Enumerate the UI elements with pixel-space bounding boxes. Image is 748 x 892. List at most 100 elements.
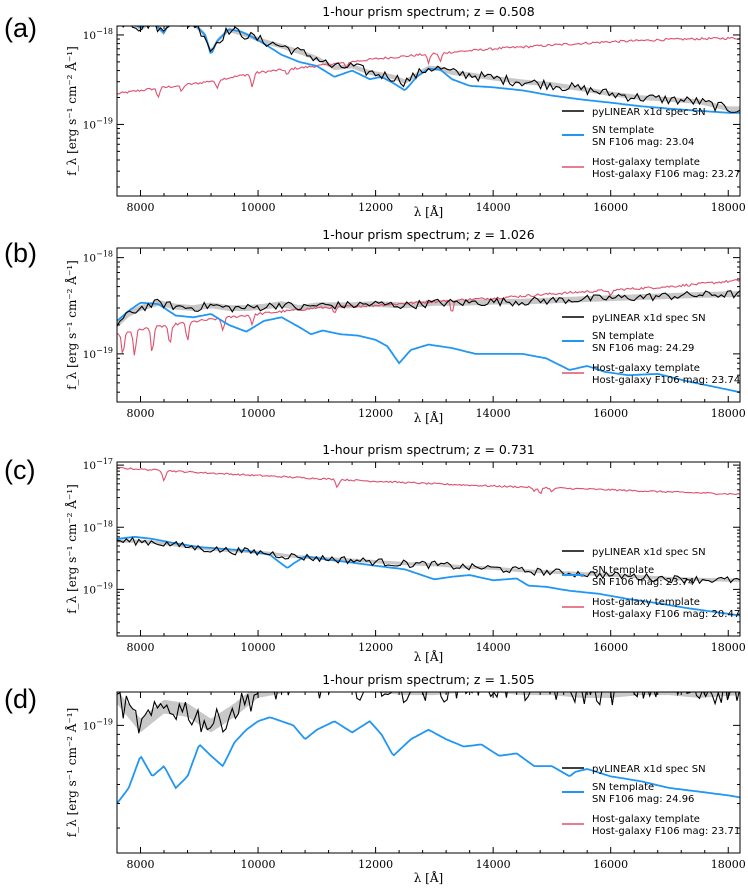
y-axis-label: f_λ [erg s⁻¹ cm⁻² Å⁻¹] [64,46,79,176]
x-axis-label: λ [Å] [414,204,443,219]
legend-observed-label: pyLINEAR x1d spec SN [592,107,706,118]
x-tick-label: 16000 [593,858,628,871]
y-axis-label: f_λ [erg s⁻¹ cm⁻² Å⁻¹] [64,708,79,838]
y-tick-exponent: −18 [96,519,113,528]
legend-sn-label: SN template [592,125,654,136]
axes-frame [116,461,741,637]
host-galaxy-template-line [117,36,740,99]
y-tick-exponent: −18 [96,250,113,259]
x-tick-label: 16000 [593,201,628,214]
x-tick-label: 18000 [711,201,746,214]
legend-sn-mag: SN F106 mag: 23.04 [592,137,694,148]
y-tick-base: 10 [83,720,96,732]
sn-template-line [117,535,740,617]
y-tick-base: 10 [83,522,96,534]
y-tick-exponent: −19 [96,346,113,355]
x-tick-label: 14000 [476,201,511,214]
y-tick-base: 10 [83,460,96,472]
legend-host-label: Host-galaxy template [592,157,700,168]
x-axis-label: λ [Å] [414,870,443,885]
y-axis-label: f_λ [erg s⁻¹ cm⁻² Å⁻¹] [64,484,79,614]
x-tick-label: 12000 [358,201,393,214]
x-tick-label: 10000 [241,201,276,214]
legend-host-label: Host-galaxy template [592,363,700,374]
host-galaxy-template-line [117,279,740,356]
y-tick-exponent: −18 [96,27,113,36]
legend-sn-label: SN template [592,331,654,342]
legend-sn-label: SN template [592,565,654,576]
sn-template-line [117,716,740,805]
y-tick-exponent: −19 [96,717,113,726]
observed-spectrum-line [117,692,740,734]
x-tick-label: 8000 [127,641,155,654]
y-tick-label: 10−19 [83,581,113,596]
x-tick-label: 10000 [241,641,276,654]
x-tick-label: 12000 [358,407,393,420]
panel-label: (b) [4,238,37,268]
chart-title: 1-hour prism spectrum; z = 1.026 [322,227,534,242]
chart-panel: (c) 1-hour prism spectrum; z = 0.731 8000 1… [4,442,746,664]
x-tick-label: 12000 [358,858,393,871]
y-tick-label: 10−19 [83,346,113,361]
y-tick-exponent: −19 [96,116,113,125]
y-tick-label: 10−18 [83,519,113,534]
y-tick-exponent: −17 [96,457,113,466]
sn-template-line [117,301,740,394]
axes-frame [116,25,741,197]
observed-spectrum-line [117,536,740,585]
observed-uncertainty-band [117,291,740,328]
legend-sn-mag: SN F106 mag: 24.96 [592,794,694,805]
legend-observed-label: pyLINEAR x1d spec SN [592,547,706,558]
y-tick-label: 10−18 [83,27,113,42]
y-tick-exponent: −19 [96,581,113,590]
legend-host-mag: Host-galaxy F106 mag: 20.47 [592,609,740,620]
x-tick-label: 14000 [476,641,511,654]
observed-spectrum-line [121,26,740,113]
x-tick-label: 18000 [711,858,746,871]
legend-host-label: Host-galaxy template [592,814,700,825]
chart-panel: (a) 1-hour prism spectrum; z = 0.508 8000 1… [4,4,746,219]
x-tick-label: 14000 [476,858,511,871]
y-tick-base: 10 [83,119,96,131]
legend-host-mag: Host-galaxy F106 mag: 23.74 [592,375,740,386]
y-tick-label: 10−19 [83,116,113,131]
legend-sn-mag: SN F106 mag: 23.74 [592,577,694,588]
panel-label: (d) [4,684,37,714]
x-tick-label: 14000 [476,407,511,420]
plot-area [117,279,740,394]
plot-area [117,26,740,114]
axes-frame [116,691,741,854]
y-tick-label: 10−19 [83,717,113,732]
x-tick-label: 8000 [127,407,155,420]
x-tick-label: 18000 [711,641,746,654]
y-tick-label: 10−17 [83,457,113,472]
host-galaxy-template-line [117,466,740,496]
y-tick-base: 10 [83,30,96,42]
y-tick-base: 10 [83,253,96,265]
plot-area [117,466,740,617]
y-tick-base: 10 [83,349,96,361]
x-axis-label: λ [Å] [414,410,443,425]
x-tick-label: 12000 [358,641,393,654]
legend-observed-label: pyLINEAR x1d spec SN [592,313,706,324]
x-tick-label: 8000 [127,858,155,871]
x-tick-label: 16000 [593,407,628,420]
y-tick-base: 10 [83,584,96,596]
x-tick-label: 8000 [127,201,155,214]
legend-host-mag: Host-galaxy F106 mag: 23.71 [592,826,740,837]
chart-title: 1-hour prism spectrum; z = 1.505 [322,672,534,687]
observed-uncertainty-band [117,539,740,582]
chart-title: 1-hour prism spectrum; z = 0.508 [322,4,534,19]
chart-panel: (d) 1-hour prism spectrum; z = 1.505 8000 1… [4,672,746,885]
panel-label: (c) [4,455,35,485]
chart-title: 1-hour prism spectrum; z = 0.731 [322,442,534,457]
legend-sn-label: SN template [592,782,654,793]
x-axis-label: λ [Å] [414,649,443,664]
legend-observed-label: pyLINEAR x1d spec SN [592,764,706,775]
y-tick-label: 10−18 [83,250,113,265]
chart-panel: (b) 1-hour prism spectrum; z = 1.026 8000 1… [4,227,746,425]
legend-host-label: Host-galaxy template [592,597,700,608]
